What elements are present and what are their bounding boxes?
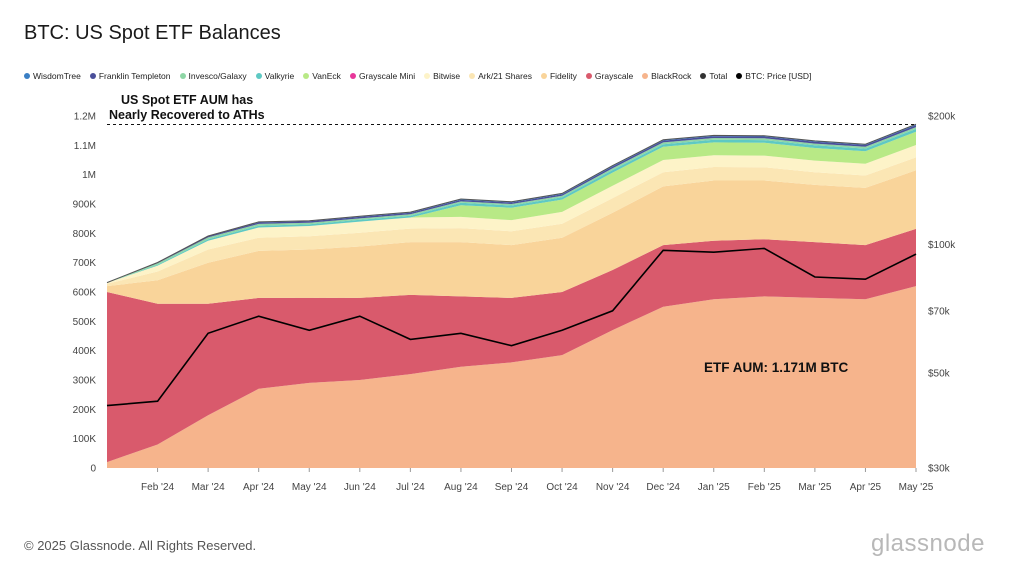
area-invesco-galaxy [107,127,916,283]
ath-note-line1: US Spot ETF AUM has [121,93,253,107]
x-tick-label: Oct '24 [546,482,578,493]
chart-title: BTC: US Spot ETF Balances [24,22,281,44]
legend-item[interactable]: Ark/21 Shares [469,69,532,83]
y-right-tick-label: $200k [928,112,956,123]
btc-price-line [106,247,917,407]
x-tick-label: May '25 [899,482,934,493]
x-tick-label: Mar '24 [192,482,225,493]
legend-item[interactable]: Invesco/Galaxy [179,69,247,83]
x-tick-label: Feb '25 [748,482,781,493]
price-layer [106,247,917,407]
y-right-axis: $30k $50k $70k $100k $200k [928,112,956,475]
y-left-tick-label: 1.2M [74,112,96,123]
x-axis: Feb '24 Mar '24 Apr '24 May '24 Jun '24 Jul '… [141,468,934,493]
y-left-tick-label: 1.1M [74,141,96,152]
legend-label: Grayscale Mini [358,71,416,81]
x-tick-label: Apr '24 [243,482,275,493]
legend-swatch [24,73,30,79]
legend-label: Fidelity [549,71,577,81]
x-tick-label: Nov '24 [596,482,630,493]
legend-swatch [255,73,262,79]
area-fidelity [107,170,916,304]
y-right-tick-label: $70k [928,306,951,317]
chart-legend: WisdomTree Franklin Templeton Invesco/Gala… [24,69,811,83]
legend-item[interactable]: WisdomTree [24,69,81,83]
y-left-tick-label: 1M [82,170,96,181]
y-left-tick-label: 400K [73,346,97,357]
ath-note-line2: Nearly Recovered to ATHs [109,108,265,122]
aum-label: ETF AUM: 1.171M BTC [704,360,849,375]
y-left-tick-label: 800K [73,229,97,240]
legend-label: Invesco/Galaxy [188,71,247,81]
y-left-tick-label: 100K [73,434,97,445]
y-left-tick-label: 0 [90,464,96,475]
x-tick-label: Mar '25 [798,482,831,493]
y-left-tick-label: 300K [73,376,97,387]
x-tick-label: Jul '24 [396,482,425,493]
legend-label: Total [709,71,728,81]
area-valkyrie [107,128,916,283]
legend-swatch [349,73,356,79]
x-tick-label: Apr '25 [850,482,882,493]
legend-swatch [424,73,431,79]
legend-swatch [736,73,743,79]
legend-item[interactable]: Grayscale Mini [349,69,416,83]
legend-item[interactable]: Total [700,69,727,83]
legend-swatch [540,73,547,79]
legend-swatch [89,73,96,79]
legend-item[interactable]: Franklin Templeton [89,69,171,83]
legend-label: WisdomTree [33,71,81,81]
x-tick-label: May '24 [292,482,327,493]
legend-label: Valkyrie [264,71,295,81]
total-line [106,123,917,284]
x-tick-label: Sep '24 [495,482,529,493]
area-blackrock [107,286,916,468]
x-tick-label: Jan '25 [698,482,730,493]
y-right-tick-label: $30k [928,464,951,475]
legend-label: VanEck [312,71,341,81]
legend-swatch [469,73,476,79]
legend-label: Grayscale [594,71,634,81]
legend-swatch [303,73,310,79]
x-tick-label: Feb '24 [141,482,174,493]
legend-item[interactable]: BlackRock [642,69,691,83]
y-left-tick-label: 600K [73,288,97,299]
legend-swatch [642,73,649,79]
legend-item[interactable]: Bitwise [424,69,460,83]
legend-item[interactable]: BTC: Price [USD] [736,69,811,83]
y-left-tick-label: 700K [73,258,97,269]
copyright-text: © 2025 Glassnode. All Rights Reserved. [24,538,257,553]
area-franklin-templeton [107,125,916,283]
legend-item[interactable]: Fidelity [540,69,577,83]
legend-label: Bitwise [433,71,461,81]
legend-label: Franklin Templeton [98,71,171,81]
stacked-areas [106,123,917,468]
y-left-tick-label: 900K [73,200,97,211]
legend-item[interactable]: Valkyrie [255,69,295,83]
legend-item[interactable]: Grayscale [585,69,634,83]
legend-swatch [700,73,707,79]
legend-label: BlackRock [651,71,692,81]
y-right-tick-label: $50k [928,369,951,380]
legend-label: Ark/21 Shares [478,71,532,81]
legend-item[interactable]: VanEck [303,69,341,83]
y-left-tick-label: 200K [73,405,97,416]
x-tick-label: Dec '24 [646,482,680,493]
legend-label: BTC: Price [USD] [745,71,812,81]
y-left-tick-label: 500K [73,317,97,328]
legend-swatch [179,73,186,79]
glassnode-logo: glassnode [871,530,985,557]
x-tick-label: Aug '24 [444,482,478,493]
legend-swatch [585,73,592,79]
x-tick-label: Jun '24 [344,482,376,493]
y-right-tick-label: $100k [928,240,956,251]
y-left-axis: 0 100K 200K 300K 400K 500K 600K 700K 800K 900K 1M 1… [73,112,97,475]
